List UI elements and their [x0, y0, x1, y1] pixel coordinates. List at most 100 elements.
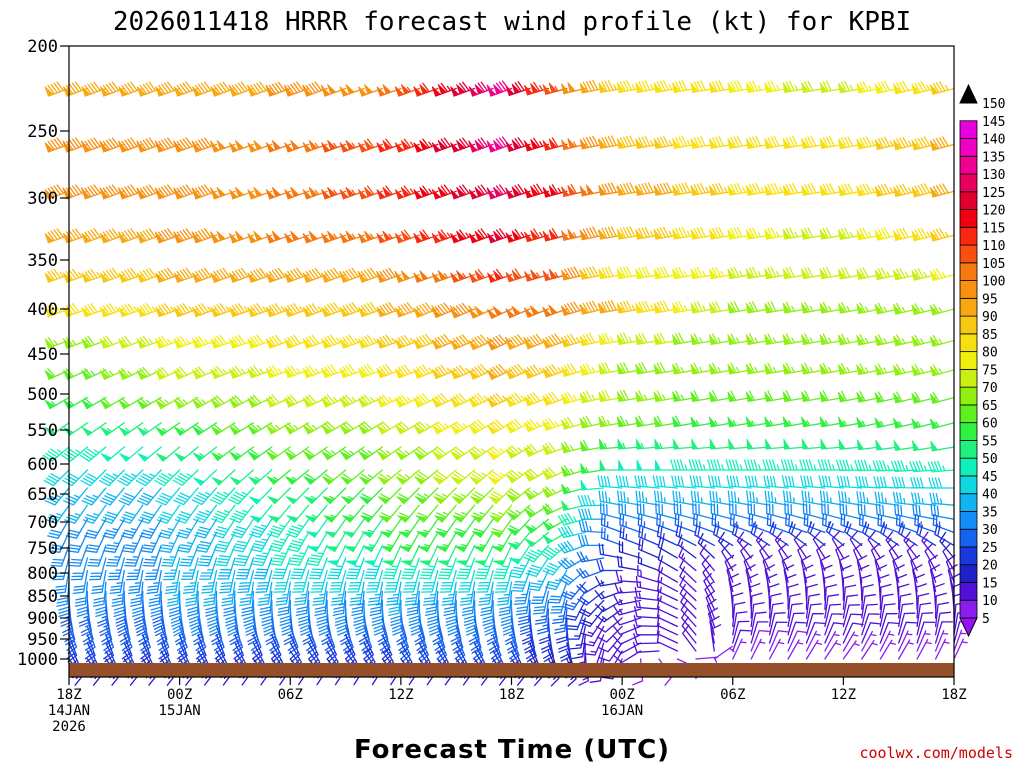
- wind-barb: [436, 531, 457, 553]
- wind-barb-stroke: [121, 303, 144, 318]
- wind-barb-flag: [327, 560, 340, 566]
- wind-barb-stroke: [566, 608, 586, 631]
- wind-barb: [306, 625, 317, 654]
- wind-barb: [384, 569, 402, 593]
- wind-barb-flag: [893, 269, 902, 281]
- colorbar-label: 130: [982, 168, 1005, 183]
- wind-barb-stroke: [494, 569, 513, 593]
- wind-barb-flag: [579, 335, 589, 347]
- wind-barb-flag: [837, 268, 846, 280]
- wind-barb: [192, 267, 218, 283]
- wind-barb: [486, 334, 513, 351]
- wind-barb: [695, 656, 719, 663]
- wind-barb-stroke: [382, 557, 402, 580]
- colorbar-swatch: [959, 511, 978, 530]
- wind-barb-stroke: [64, 504, 89, 524]
- wind-barb: [118, 487, 144, 506]
- wind-barb-flag: [155, 233, 165, 244]
- wind-barb-flag: [321, 84, 337, 97]
- wind-barb: [379, 518, 402, 538]
- wind-barb-stroke: [84, 184, 107, 200]
- wind-barb: [929, 418, 955, 430]
- wind-barb-flag: [284, 140, 300, 153]
- wind-barb-stroke: [910, 476, 937, 489]
- wind-barb-stroke: [805, 630, 821, 652]
- wind-barb-stroke: [913, 81, 937, 95]
- wind-barb-flag: [487, 140, 503, 153]
- wind-barb-flag: [690, 302, 699, 314]
- wind-barb-flag: [468, 340, 479, 351]
- wind-barb: [822, 513, 845, 534]
- wind-barb: [724, 554, 735, 583]
- wind-barb-stroke: [858, 183, 881, 197]
- wind-barb: [357, 230, 384, 244]
- wind-barb-stroke: [328, 569, 347, 593]
- wind-barb-stroke: [636, 266, 660, 280]
- wind-barb: [361, 518, 384, 538]
- wind-barb-flag: [394, 368, 405, 379]
- wind-barb: [54, 569, 70, 595]
- wind-barb-stroke: [267, 518, 291, 538]
- wind-barb: [486, 364, 513, 380]
- wind-barb-stroke: [158, 267, 181, 283]
- wind-barb-flag: [413, 451, 425, 461]
- wind-barb-flag: [399, 546, 412, 553]
- wind-barb-flag: [321, 230, 337, 244]
- wind-barb-stroke: [176, 518, 199, 539]
- wind-barb: [81, 228, 107, 244]
- wind-barb: [893, 334, 918, 347]
- wind-barb-flag: [285, 476, 297, 485]
- wind-barb: [357, 267, 384, 283]
- wind-barb-flag: [357, 230, 374, 244]
- wind-barb: [434, 625, 446, 654]
- wind-barb-flag: [579, 392, 589, 404]
- wind-barb-flag: [837, 416, 846, 428]
- wind-barb-flag: [192, 233, 202, 244]
- wind-barb-flag: [118, 426, 130, 436]
- wind-barb: [285, 487, 310, 505]
- wind-barb: [470, 625, 482, 654]
- wind-barb: [210, 81, 236, 97]
- wind-barb-stroke: [480, 590, 494, 617]
- wind-barb: [197, 544, 218, 567]
- ground-surface: [69, 663, 954, 677]
- wind-barb-stroke: [208, 608, 221, 637]
- wind-barb: [321, 421, 347, 435]
- wind-barb-stroke: [953, 629, 967, 652]
- wind-barb: [265, 394, 291, 408]
- wind-barb: [787, 602, 803, 628]
- y-tick-label: 500: [27, 385, 58, 405]
- wind-barb: [413, 138, 439, 153]
- wind-barb-flag: [118, 306, 128, 318]
- wind-barb-stroke: [164, 569, 181, 595]
- wind-barb-stroke: [271, 557, 291, 580]
- wind-barb: [210, 422, 236, 436]
- wind-barb: [269, 544, 291, 566]
- wind-barb: [750, 629, 771, 652]
- wind-barb: [560, 333, 586, 348]
- wind-barb: [782, 390, 808, 403]
- credit-link[interactable]: coolwx.com/models: [859, 744, 1013, 762]
- wind-barb: [47, 518, 70, 539]
- wind-barb-stroke: [578, 508, 605, 520]
- wind-barb: [613, 595, 642, 606]
- wind-barb-stroke: [710, 624, 722, 652]
- wind-barb: [286, 531, 310, 553]
- x-tick-label: 12Z: [831, 687, 856, 703]
- wind-barb-stroke: [618, 226, 642, 240]
- wind-barb-stroke: [913, 227, 937, 242]
- wind-barb: [657, 560, 679, 583]
- wind-barb: [211, 617, 223, 646]
- wind-barb-flag: [561, 184, 576, 197]
- wind-barb-stroke: [710, 502, 734, 520]
- wind-barb-stroke: [345, 557, 365, 580]
- wind-barb-stroke: [135, 469, 162, 487]
- wind-barb: [215, 544, 236, 567]
- wind-barb: [707, 607, 719, 636]
- wind-barb-flag: [782, 334, 791, 345]
- wind-barb: [856, 417, 881, 428]
- wind-barb-stroke: [879, 603, 896, 628]
- wind-barb: [85, 531, 107, 553]
- wind-barb: [894, 503, 918, 520]
